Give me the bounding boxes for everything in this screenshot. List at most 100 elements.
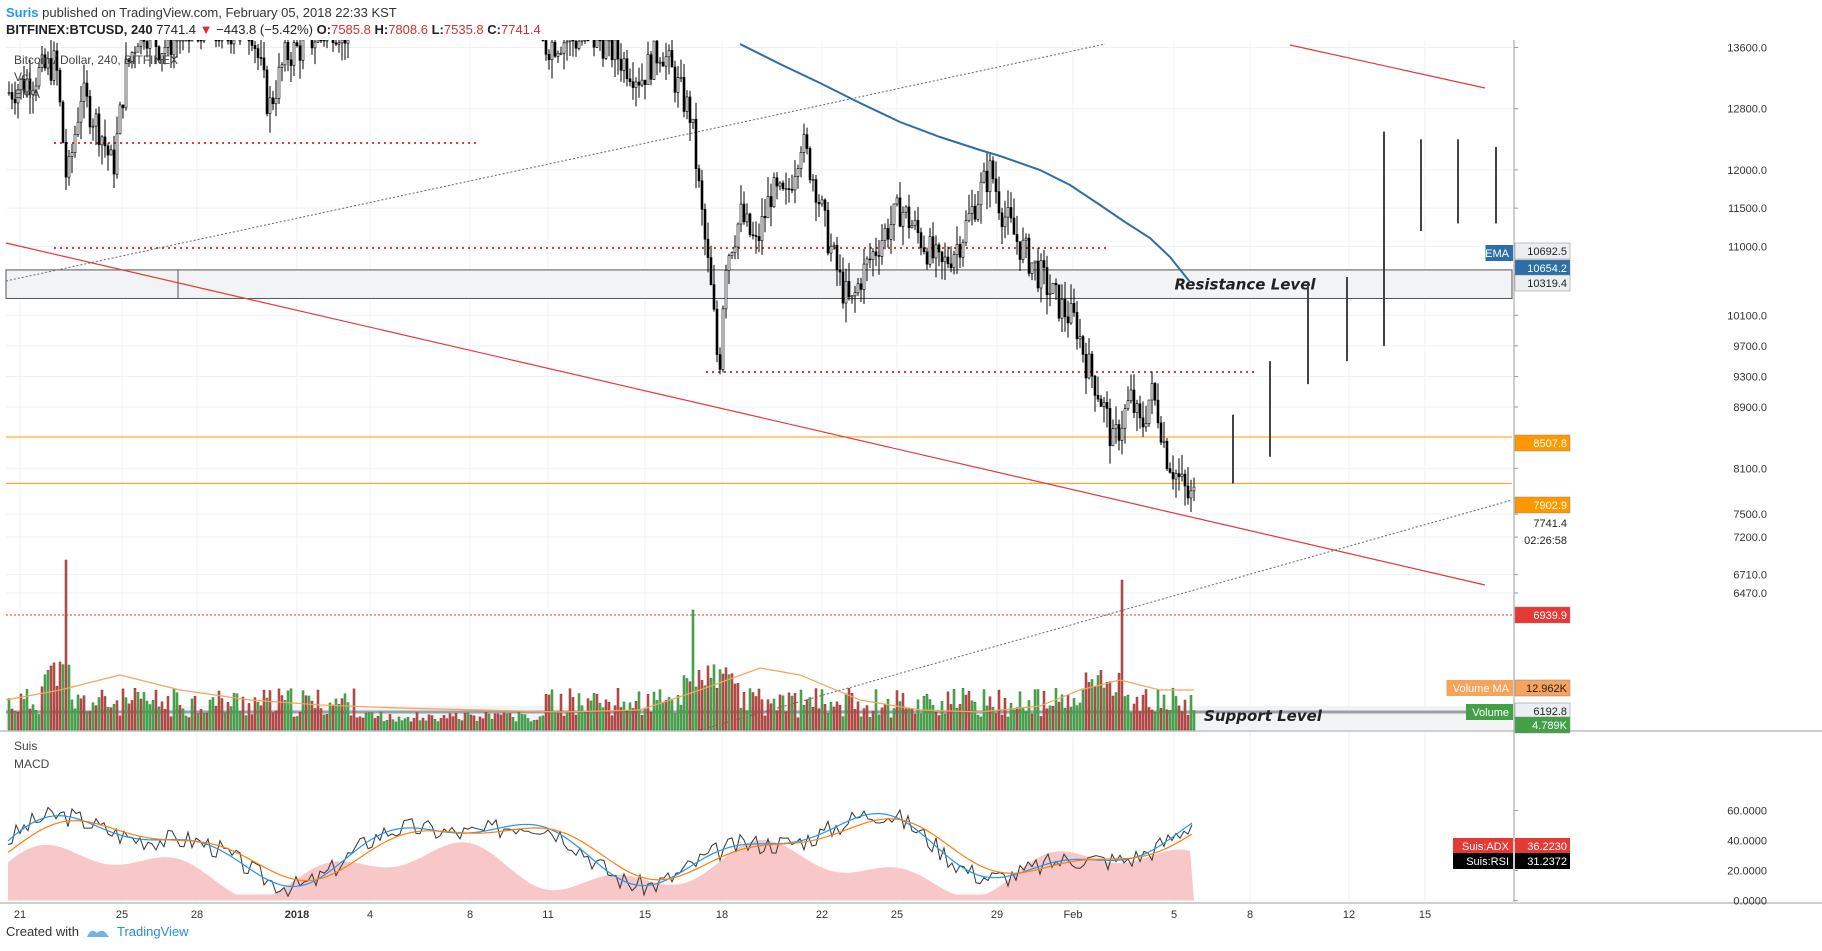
- candle-body: [841, 271, 845, 304]
- candle-body: [571, 40, 575, 42]
- candle-body: [1114, 424, 1118, 430]
- volume-bar: [469, 714, 473, 731]
- candle-body: [85, 82, 89, 97]
- volume-bar: [736, 683, 740, 731]
- candle-body: [652, 40, 656, 80]
- candle-body: [757, 236, 761, 241]
- volume-bar: [397, 716, 401, 731]
- volume-bar: [883, 703, 887, 731]
- candle-body: [637, 81, 641, 86]
- candle-body: [277, 66, 281, 99]
- volume-bar: [337, 704, 341, 731]
- volume-bar: [1123, 696, 1127, 731]
- macd-signal-line: [7, 818, 1193, 882]
- volume-bar: [628, 702, 632, 731]
- volume-bar: [856, 701, 860, 731]
- candle-body: [892, 203, 896, 225]
- candle-body: [178, 40, 182, 42]
- volume-bar: [352, 688, 356, 731]
- volume-bar: [610, 715, 614, 731]
- volume-bar: [85, 711, 89, 731]
- candle-body: [970, 205, 974, 214]
- candle-body: [1111, 428, 1115, 447]
- volume-bar: [142, 692, 146, 731]
- volume-bar: [340, 698, 344, 731]
- candle-body: [865, 258, 869, 265]
- candle-body: [1108, 408, 1112, 447]
- volume-bar: [742, 692, 746, 731]
- candle-body: [907, 206, 911, 228]
- price-tick: 11000.0: [1728, 241, 1767, 253]
- time-tick: 8: [1247, 909, 1253, 920]
- candle-body: [142, 40, 146, 42]
- candle-body: [196, 40, 200, 42]
- volume-bar: [709, 677, 713, 731]
- volume-bar: [793, 693, 797, 731]
- candle-body: [616, 40, 620, 60]
- price-tick: 12000.0: [1727, 165, 1767, 177]
- volume-bar: [724, 667, 728, 731]
- candle-body: [76, 121, 80, 135]
- candle-body: [43, 54, 47, 69]
- open-value: 7585.8: [331, 22, 371, 37]
- volume-bar: [1045, 708, 1049, 731]
- down-arrow-icon: ▼: [199, 22, 213, 37]
- volume-bar: [454, 713, 458, 731]
- volume-bar: [34, 710, 38, 731]
- volume-bar: [178, 705, 182, 731]
- volume-bar: [712, 664, 716, 731]
- volume-bar: [826, 713, 830, 731]
- candle-body: [829, 245, 833, 254]
- candle-body: [724, 269, 728, 310]
- candle-body: [118, 104, 122, 135]
- volume-bar: [934, 712, 938, 731]
- candle-body: [283, 42, 287, 66]
- volume-bar: [133, 687, 137, 731]
- candle-body: [1171, 472, 1175, 480]
- volume-bar: [658, 689, 662, 731]
- tradingview-brand[interactable]: TradingView: [116, 924, 189, 939]
- price-label: 10692.5: [1527, 246, 1567, 258]
- volume-bar: [370, 712, 374, 731]
- volume-bar: [304, 695, 308, 731]
- sub-tag-box: [1453, 838, 1513, 854]
- volume-bar: [1132, 703, 1136, 731]
- volume-bar: [361, 717, 365, 731]
- candle-body: [10, 92, 14, 100]
- candle-body: [745, 213, 749, 223]
- author-link[interactable]: Suris: [6, 5, 39, 20]
- volume-bar: [331, 704, 335, 731]
- volume-bar: [148, 704, 152, 731]
- time-tick: Feb: [1064, 909, 1083, 920]
- volume-bar: [913, 713, 917, 731]
- candle-body: [1156, 399, 1160, 424]
- volume-bar: [907, 708, 911, 731]
- candle-body: [781, 182, 785, 189]
- volume-bar: [310, 700, 314, 731]
- volume-bar: [985, 705, 989, 731]
- candle-body: [994, 178, 998, 192]
- price-label: 7741.4: [1533, 518, 1567, 530]
- candle-body: [1165, 440, 1169, 469]
- volume-bar: [790, 695, 794, 731]
- candle-body: [961, 241, 965, 258]
- candle-body: [19, 78, 23, 90]
- volume-bar: [373, 718, 377, 731]
- candle-body: [937, 244, 941, 253]
- close-value: 7741.4: [500, 22, 541, 37]
- volume-bar: [961, 687, 965, 731]
- candle-body: [1003, 216, 1007, 228]
- candle-body: [664, 56, 668, 67]
- candle-body: [691, 118, 695, 123]
- volume-bar: [256, 702, 260, 731]
- candle-body: [1132, 389, 1136, 413]
- volume-bar: [1024, 711, 1028, 731]
- volume-bar: [949, 704, 953, 731]
- candle-body: [331, 40, 335, 44]
- volume-bar: [1111, 695, 1115, 731]
- volume-bar: [601, 707, 605, 731]
- volume-bar: [952, 689, 956, 731]
- candle-body: [133, 51, 137, 54]
- volume-bar: [10, 708, 14, 731]
- chart-canvas[interactable]: Resistance Level Support Level Bitcoin / D…: [0, 40, 1822, 920]
